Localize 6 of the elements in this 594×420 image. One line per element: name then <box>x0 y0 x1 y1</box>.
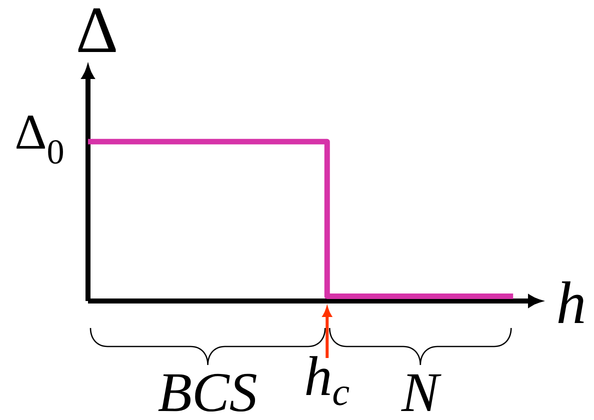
text: h$_{c}$ <box>306 356 350 406</box>
text: BCS <box>158 374 256 412</box>
text: N <box>401 374 442 411</box>
y-axis-title: Δ <box>78 8 116 52</box>
text: Δ$_{0}$ <box>16 116 63 164</box>
x-axis-title: h <box>558 281 584 323</box>
